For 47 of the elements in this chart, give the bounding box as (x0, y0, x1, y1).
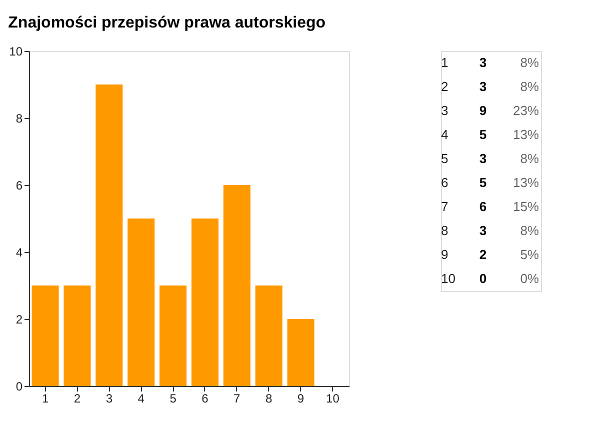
x-tick-label: 10 (326, 392, 340, 406)
text: 9 (441, 247, 448, 262)
text: 13% (512, 175, 540, 190)
y-tick-label: 6 (16, 178, 23, 192)
x-tick-label: 5 (170, 392, 177, 406)
y-tick-label: 10 (9, 44, 23, 58)
category-label: 1 (441, 55, 448, 70)
text: 23% (512, 103, 540, 118)
text: 8% (520, 55, 540, 70)
text: 5 (479, 127, 487, 142)
y-tick-label: 2 (16, 312, 23, 326)
category-label: 6 (479, 199, 487, 214)
text: 8% (520, 151, 540, 166)
x-tick-label: 2 (74, 392, 81, 406)
x-tick-label: 6 (202, 392, 209, 406)
text: 2 (441, 79, 448, 94)
x-tick-label: 8 (265, 392, 272, 406)
y-tick-label: 8 (16, 112, 23, 126)
x-tick-label: 3 (106, 392, 113, 406)
category-label: 3 (479, 223, 487, 238)
text: 6 (441, 175, 448, 190)
text: 5 (441, 151, 448, 166)
category-label: 8 (441, 223, 448, 238)
category-label: 2 (479, 247, 487, 262)
y-tick-label: 0 (16, 380, 23, 394)
category-label: 9 (479, 103, 487, 118)
text: 0% (520, 271, 540, 286)
text: 5% (520, 247, 540, 262)
text: 3 (441, 103, 448, 118)
text: 3 (479, 79, 487, 94)
chart-title: Znajomości przepisów prawa autorskiego (8, 14, 326, 32)
text: 8% (520, 79, 540, 94)
text: 15% (512, 199, 540, 214)
x-tick-label: 9 (297, 392, 304, 406)
text: 3 (479, 151, 487, 166)
text: 8% (520, 223, 540, 238)
text: 0 (479, 271, 487, 286)
x-tick-label: 1 (42, 392, 49, 406)
x-tick-label: 7 (234, 392, 241, 406)
y-tick-label: 4 (16, 246, 23, 260)
category-label: 5 (479, 175, 487, 190)
text: 13% (512, 127, 540, 142)
x-tick-label: 4 (138, 392, 145, 406)
category-label: 4 (441, 127, 448, 142)
category-label: 7 (441, 199, 448, 214)
text: 3 (479, 55, 487, 70)
category-label: 10 (441, 271, 456, 286)
